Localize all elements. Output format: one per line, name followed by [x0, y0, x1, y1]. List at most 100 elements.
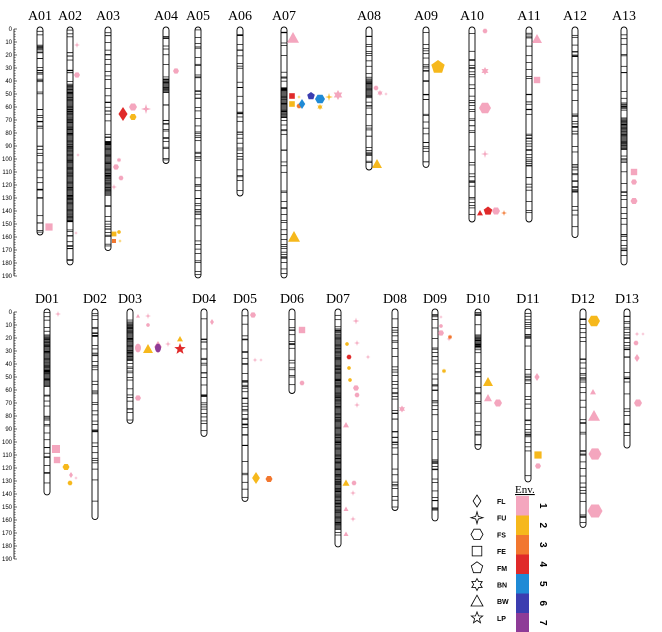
- hexagon-icon: [135, 395, 141, 401]
- chromosome-label: A10: [460, 9, 484, 24]
- hexagon-icon: [345, 342, 349, 346]
- axis-tick-label: 170: [2, 531, 13, 537]
- chromosome-body: [391, 308, 399, 511]
- pentagon-icon: [307, 92, 315, 100]
- axis-tick-label: 20: [5, 336, 12, 342]
- axis-tick-label: 40: [5, 362, 12, 368]
- legend-trait-label: FE: [497, 549, 506, 556]
- legend-env-number: 1: [537, 503, 548, 509]
- axis-tick-label: 0: [9, 310, 13, 316]
- axis-tick-label: 180: [2, 544, 13, 550]
- square-icon: [534, 451, 542, 459]
- hexagon-icon: [479, 102, 491, 114]
- square-icon: [471, 545, 483, 557]
- axis-tick-label: 70: [5, 401, 12, 407]
- four-point-star-icon: [350, 490, 356, 496]
- legend-trait-label: FM: [497, 566, 507, 573]
- diamond-icon: [634, 354, 640, 362]
- chromosome-body: [525, 26, 533, 223]
- four-point-star-icon: [481, 150, 489, 158]
- legend: FL FU FS FE FM BN BW LP Env. 1 2 3 4 5 6 7: [469, 484, 548, 632]
- hexagon-icon: [118, 175, 124, 181]
- four-point-star-icon: [74, 476, 78, 480]
- oval-icon: [135, 343, 141, 353]
- triangle-icon: [288, 231, 300, 242]
- hexagon-icon: [470, 528, 484, 540]
- four-point-star-icon: [634, 331, 640, 337]
- triangle-icon: [343, 506, 349, 511]
- chromosome-label: A12: [563, 9, 587, 24]
- six-point-star-icon: [447, 334, 453, 340]
- four-point-star-icon: [76, 153, 80, 157]
- hexagon-icon: [535, 463, 541, 469]
- hexagon-icon: [146, 323, 150, 327]
- chromosome-label: A06: [228, 9, 252, 24]
- legend-env-number: 3: [537, 542, 548, 548]
- hexagon-icon: [351, 480, 357, 486]
- legend-trait-shapes: FL FU FS FE FM BN BW LP: [469, 494, 509, 624]
- triangle-icon: [484, 394, 492, 402]
- triangle-icon: [483, 377, 493, 386]
- legend-env-swatch: [516, 593, 529, 613]
- axis-tick-label: 40: [5, 79, 12, 85]
- diamond-icon: [534, 373, 540, 381]
- pentagon-icon: [483, 206, 493, 215]
- square-icon: [112, 239, 116, 243]
- chromosome-label: A03: [96, 9, 120, 24]
- hexagon-icon: [631, 179, 637, 185]
- chromosome-body: [236, 26, 244, 197]
- axis-tick-label: 50: [5, 92, 12, 98]
- legend-env-swatch: [516, 515, 529, 535]
- chromosome-label: D12: [571, 292, 595, 307]
- square-icon: [53, 456, 61, 464]
- chromosome-body: [571, 26, 579, 239]
- square-icon: [289, 101, 295, 107]
- axis-tick-label: 120: [2, 183, 13, 189]
- hexagon-icon: [354, 392, 360, 398]
- hexagon-icon: [62, 464, 70, 470]
- chromosome-body: [104, 26, 112, 252]
- hexagon-icon: [588, 315, 600, 327]
- four-point-star-icon: [118, 239, 122, 243]
- diamond-icon: [69, 472, 73, 478]
- hexagon-icon: [634, 399, 642, 407]
- legend-title: Env.: [515, 484, 535, 496]
- hexagon-icon: [438, 330, 444, 336]
- axis-tick-label: 110: [2, 170, 12, 176]
- legend-env-swatch: [516, 554, 529, 574]
- four-point-star-icon: [297, 95, 301, 99]
- hexagon-icon: [633, 340, 639, 346]
- chromosome-label: A01: [28, 9, 52, 24]
- legend-env-swatch: [516, 535, 529, 555]
- triangle-icon: [343, 531, 349, 536]
- axis-tick-label: 140: [2, 492, 13, 498]
- axis-tick-label: 120: [2, 466, 13, 472]
- axis-tick-label: 10: [5, 40, 12, 46]
- four-point-star-icon: [446, 336, 452, 342]
- six-point-star-icon: [333, 90, 343, 100]
- four-point-star-icon: [252, 357, 258, 363]
- four-point-star-icon: [469, 510, 485, 526]
- hexagon-icon: [113, 164, 119, 170]
- chromosomes: A01 A02 A03 A04 A05 A06 A07 A08 A09 A10 A11 A12 A13 D…: [28, 9, 639, 548]
- triangle-icon: [532, 34, 542, 43]
- chromosome-body: [280, 26, 288, 279]
- four-point-star-icon: [325, 93, 333, 101]
- legend-env-number: 7: [537, 620, 548, 626]
- axis-tick-label: 160: [2, 235, 13, 241]
- legend-trait-label: BN: [497, 583, 507, 590]
- triangle-icon: [590, 389, 596, 395]
- legend-trait-label: FS: [497, 532, 506, 539]
- chromosome-body: [162, 26, 170, 164]
- qtl-markers: [45, 28, 645, 536]
- chromosome-label: A09: [414, 9, 438, 24]
- four-point-star-icon: [259, 358, 263, 362]
- axis-tick-label: 80: [5, 131, 12, 137]
- hexagon-icon: [117, 230, 121, 234]
- six-point-star-icon: [116, 157, 122, 163]
- triangle-icon: [287, 32, 299, 43]
- four-point-star-icon: [354, 402, 360, 408]
- chromosome-body: [43, 308, 51, 496]
- axis-tick-label: 140: [2, 209, 13, 215]
